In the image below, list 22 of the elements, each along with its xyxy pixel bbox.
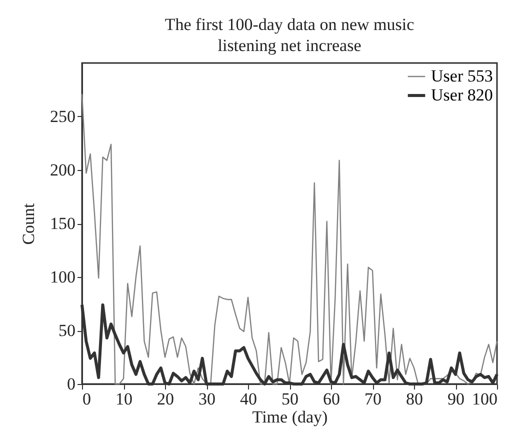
legend-label: User 553 xyxy=(431,66,493,86)
x-tick-label: 80 xyxy=(406,390,423,408)
x-tick-label: 90 xyxy=(448,390,464,408)
x-tick-label: 10 xyxy=(116,390,132,408)
x-tick-label: 30 xyxy=(198,390,216,408)
y-tick-label: 0 xyxy=(67,374,76,394)
y-tick-label: 250 xyxy=(50,107,76,126)
y-tick-label: 100 xyxy=(50,268,76,286)
y-tick-label: 200 xyxy=(50,160,76,180)
x-tick-label: 20 xyxy=(157,390,174,408)
x-tick-label: 50 xyxy=(282,390,298,408)
y-tick-label: 50 xyxy=(58,321,76,340)
legend-label: User 820 xyxy=(431,86,493,104)
y-tick-label: 150 xyxy=(50,214,76,233)
x-tick-label: 40 xyxy=(240,390,257,408)
y-axis-title: Count xyxy=(19,202,38,245)
chart-title: The first 100-day data on new music listening net increase xyxy=(164,15,415,55)
x-tick-label: 70 xyxy=(364,390,382,408)
x-tick-label: 0 xyxy=(82,390,91,408)
x-tick-label: 100 xyxy=(472,390,498,408)
x-axis-title: Time (day) xyxy=(252,408,328,426)
x-tick-label: 60 xyxy=(323,390,340,408)
